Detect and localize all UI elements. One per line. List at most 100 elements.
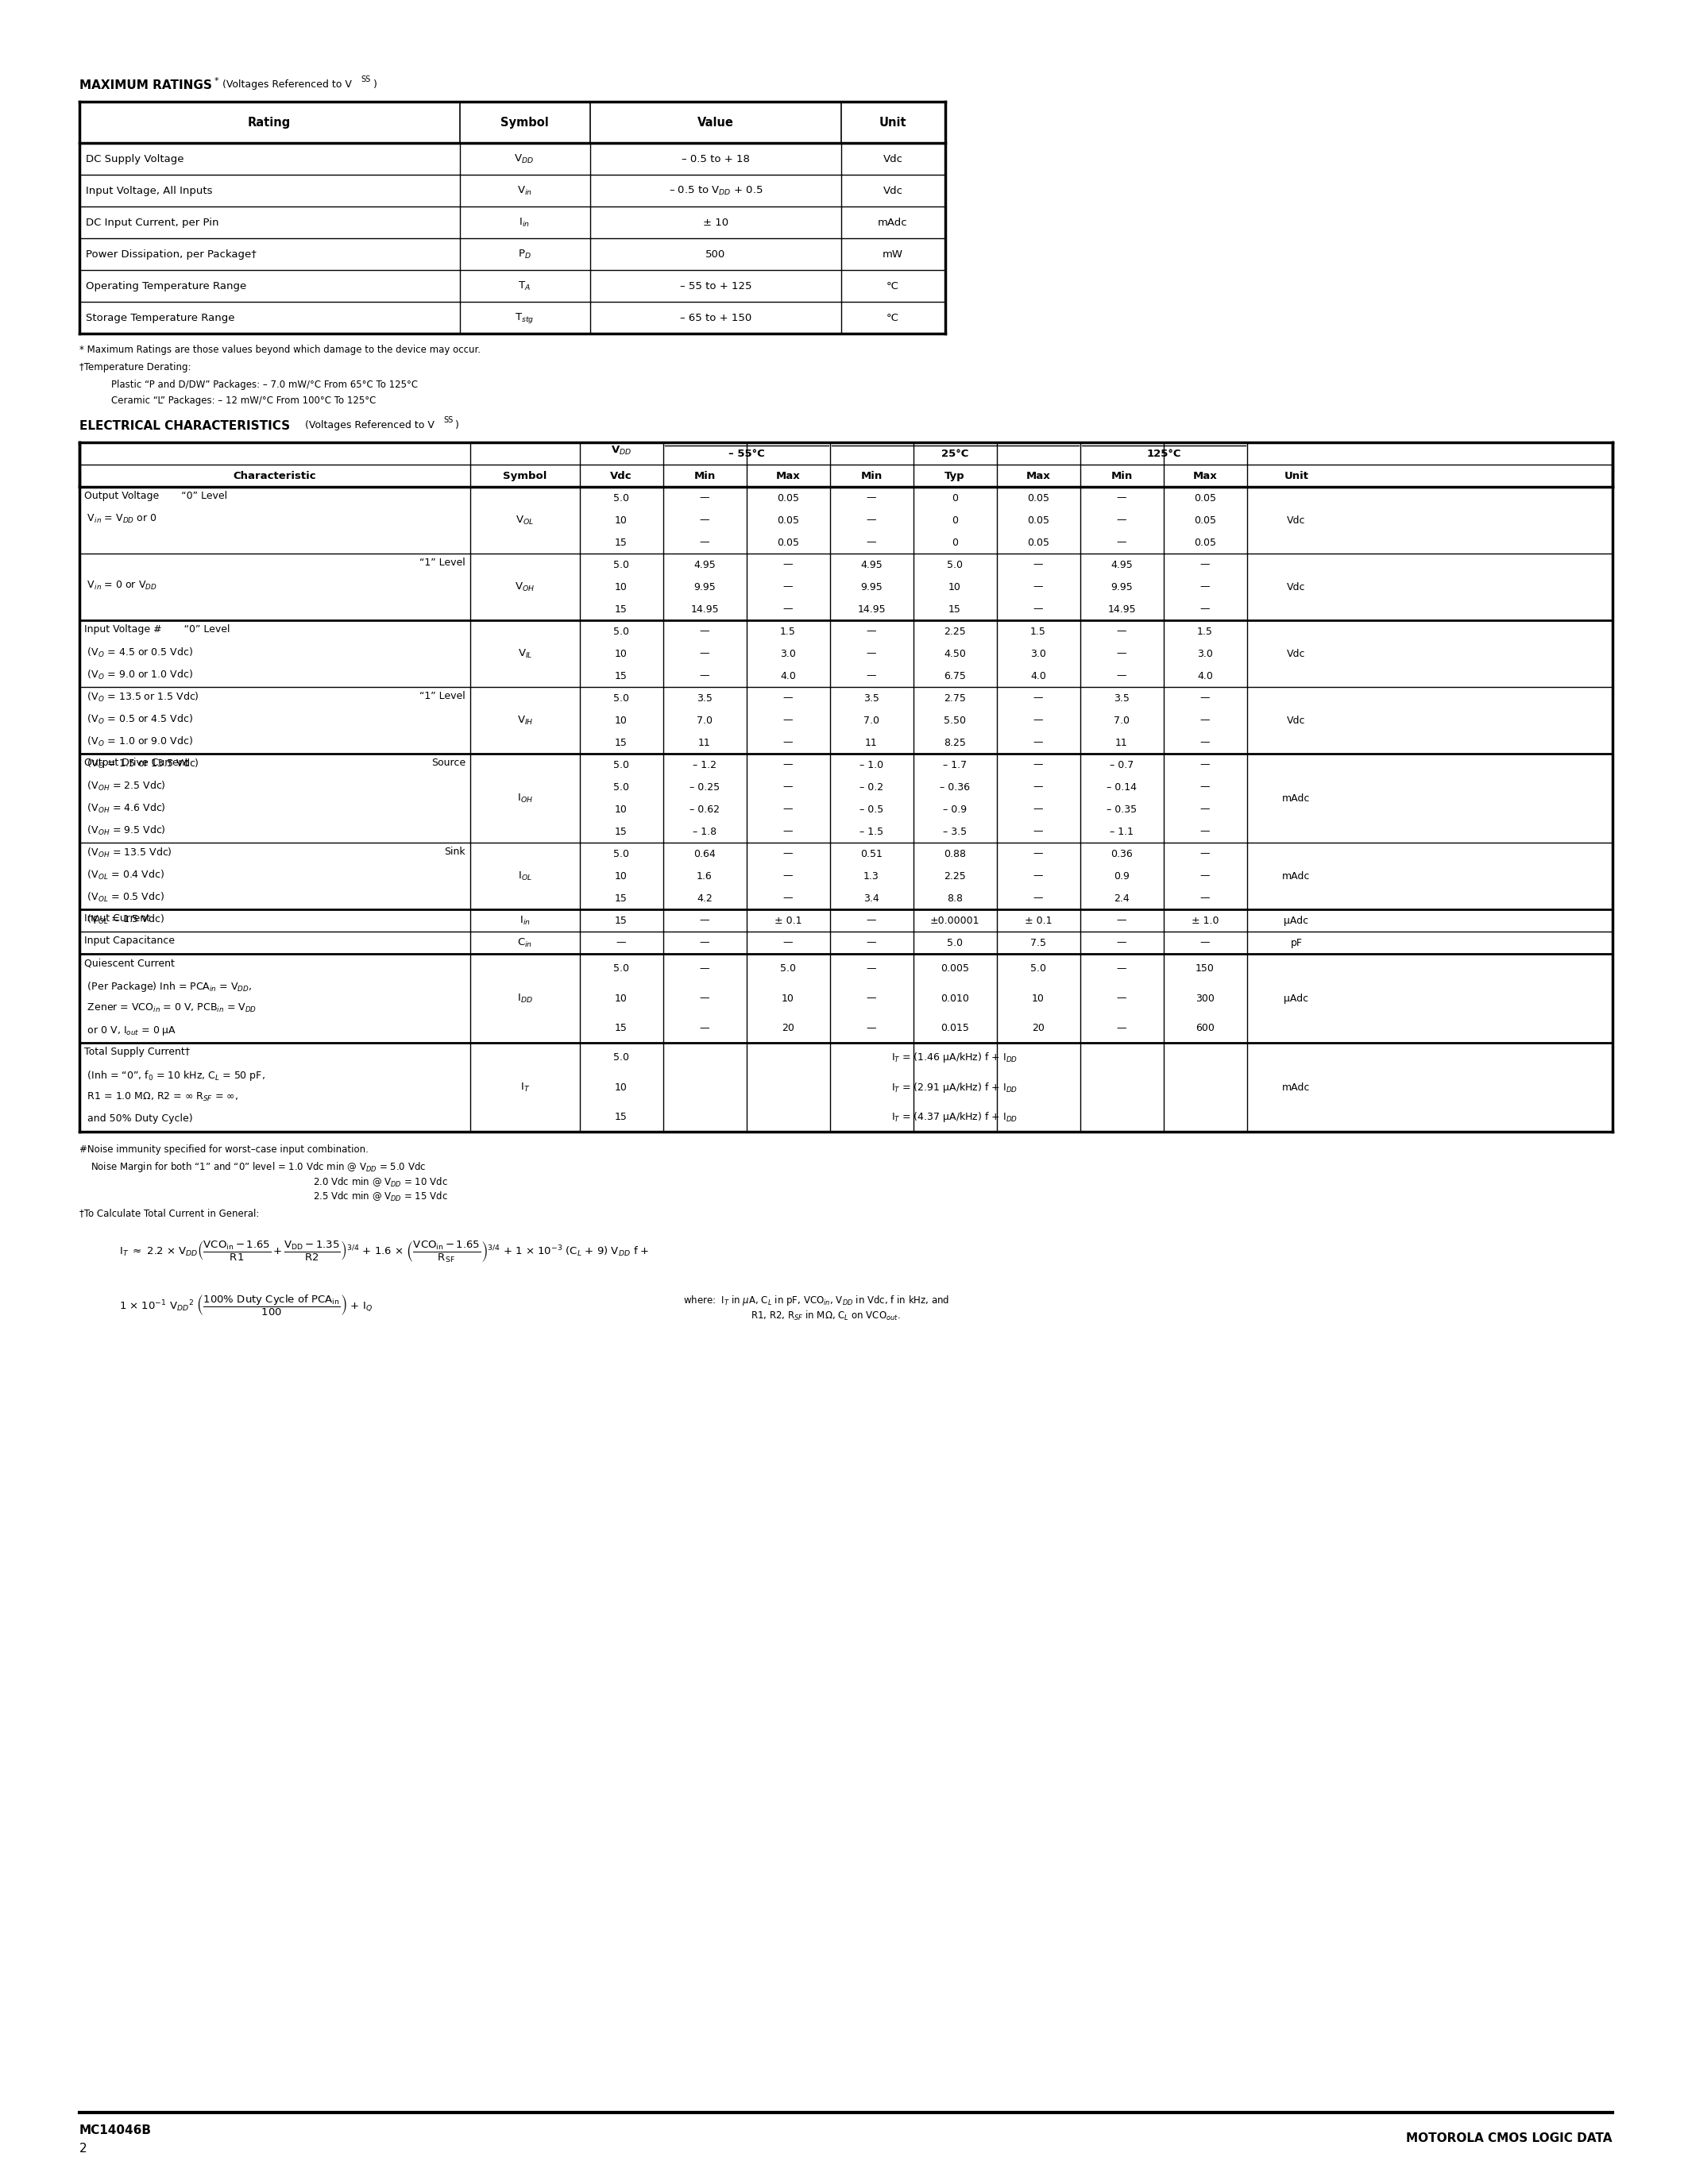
Text: 10: 10: [614, 994, 628, 1002]
Text: 5.0: 5.0: [613, 850, 630, 858]
Text: 8.25: 8.25: [944, 738, 966, 747]
Text: 0.9: 0.9: [1114, 871, 1129, 880]
Text: —: —: [783, 826, 793, 836]
Text: 0.05: 0.05: [1026, 515, 1050, 526]
Text: 9.95: 9.95: [1111, 581, 1133, 592]
Text: – 0.35: – 0.35: [1107, 804, 1136, 815]
Text: ± 10: ± 10: [702, 216, 729, 227]
Text: —: —: [1033, 826, 1043, 836]
Text: —: —: [783, 738, 793, 747]
Text: —: —: [699, 494, 709, 502]
Text: 11: 11: [866, 738, 878, 747]
Text: 4.50: 4.50: [944, 649, 966, 660]
Text: – 0.36: – 0.36: [940, 782, 971, 793]
Text: “1” Level: “1” Level: [420, 557, 466, 568]
Text: Vdc: Vdc: [1286, 581, 1307, 592]
Text: pF: pF: [1290, 937, 1303, 948]
Text: mAdc: mAdc: [1283, 871, 1310, 880]
Text: 25°C: 25°C: [942, 448, 969, 459]
Text: 300: 300: [1195, 994, 1215, 1002]
Text: *: *: [214, 76, 219, 85]
Text: 5.0: 5.0: [780, 963, 797, 974]
Text: V$_{OL}$: V$_{OL}$: [517, 513, 533, 526]
Text: – 0.2: – 0.2: [859, 782, 883, 793]
Text: 3.0: 3.0: [780, 649, 797, 660]
Text: —: —: [783, 850, 793, 858]
Text: Unit: Unit: [879, 116, 906, 129]
Text: – 1.2: – 1.2: [692, 760, 716, 771]
Text: 0.05: 0.05: [1193, 494, 1215, 502]
Text: †To Calculate Total Current in General:: †To Calculate Total Current in General:: [79, 1208, 260, 1219]
Text: – 1.7: – 1.7: [944, 760, 967, 771]
Text: —: —: [866, 627, 876, 636]
Text: 1.5: 1.5: [1197, 627, 1214, 636]
Text: —: —: [1033, 738, 1043, 747]
Text: T$_{stg}$: T$_{stg}$: [515, 310, 533, 325]
Text: —: —: [866, 494, 876, 502]
Text: ± 0.1: ± 0.1: [1025, 915, 1052, 926]
Text: SS: SS: [444, 417, 452, 424]
Text: V$_{OH}$: V$_{OH}$: [515, 581, 535, 592]
Text: I$_T$ = (4.37 μA/kHz) f + I$_{DD}$: I$_T$ = (4.37 μA/kHz) f + I$_{DD}$: [891, 1109, 1018, 1123]
Text: 5.0: 5.0: [613, 760, 630, 771]
Text: V$_{DD}$: V$_{DD}$: [515, 153, 533, 164]
Text: Plastic “P and D/DW” Packages: – 7.0 mW/°C From 65°C To 125°C: Plastic “P and D/DW” Packages: – 7.0 mW/…: [111, 380, 419, 391]
Text: 5.0: 5.0: [613, 782, 630, 793]
Text: Vdc: Vdc: [1286, 515, 1307, 526]
Text: V$_{in}$ = V$_{DD}$ or 0: V$_{in}$ = V$_{DD}$ or 0: [84, 513, 157, 524]
Text: 0: 0: [952, 537, 959, 548]
Text: (V$_O$ = 4.5 or 0.5 Vdc): (V$_O$ = 4.5 or 0.5 Vdc): [84, 646, 192, 660]
Text: —: —: [1117, 537, 1126, 548]
Text: (V$_{OL}$ = 0.4 Vdc): (V$_{OL}$ = 0.4 Vdc): [84, 869, 164, 882]
Text: 2.25: 2.25: [944, 871, 966, 880]
Text: —: —: [783, 605, 793, 614]
Text: —: —: [866, 963, 876, 974]
Text: 10: 10: [949, 581, 960, 592]
Text: – 55°C: – 55°C: [729, 448, 765, 459]
Text: – 65 to + 150: – 65 to + 150: [680, 312, 751, 323]
Text: 15: 15: [614, 915, 628, 926]
Text: —: —: [783, 937, 793, 948]
Text: 4.0: 4.0: [1030, 670, 1047, 681]
Text: —: —: [866, 994, 876, 1002]
Text: 5.0: 5.0: [613, 1053, 630, 1064]
Text: —: —: [783, 581, 793, 592]
Text: 7.0: 7.0: [1114, 714, 1129, 725]
Text: —: —: [1117, 1022, 1126, 1033]
Text: mAdc: mAdc: [1283, 793, 1310, 804]
Text: Quiescent Current: Quiescent Current: [84, 959, 174, 968]
Text: —: —: [1033, 804, 1043, 815]
Text: (V$_O$ = 0.5 or 4.5 Vdc): (V$_O$ = 0.5 or 4.5 Vdc): [84, 714, 192, 725]
Text: Power Dissipation, per Package†: Power Dissipation, per Package†: [86, 249, 257, 260]
Text: 0.010: 0.010: [940, 994, 969, 1002]
Text: 15: 15: [614, 1112, 628, 1123]
Text: – 0.5: – 0.5: [859, 804, 883, 815]
Text: —: —: [866, 537, 876, 548]
Text: —: —: [1033, 581, 1043, 592]
Text: (Voltages Referenced to V: (Voltages Referenced to V: [302, 419, 434, 430]
Text: —: —: [1033, 605, 1043, 614]
Text: 15: 15: [614, 826, 628, 836]
Text: Symbol: Symbol: [503, 470, 547, 480]
Text: 0.05: 0.05: [776, 515, 798, 526]
Text: °C: °C: [886, 312, 900, 323]
Text: Max: Max: [776, 470, 800, 480]
Text: mAdc: mAdc: [1283, 1081, 1310, 1092]
Text: —: —: [1200, 581, 1210, 592]
Text: MOTOROLA CMOS LOGIC DATA: MOTOROLA CMOS LOGIC DATA: [1406, 2132, 1612, 2145]
Text: —: —: [699, 915, 709, 926]
Text: —: —: [699, 937, 709, 948]
Text: 3.0: 3.0: [1030, 649, 1047, 660]
Text: 10: 10: [614, 581, 628, 592]
Text: —: —: [866, 1022, 876, 1033]
Text: —: —: [1117, 515, 1126, 526]
Text: 0.05: 0.05: [1026, 537, 1050, 548]
Text: —: —: [1117, 670, 1126, 681]
Text: —: —: [1033, 714, 1043, 725]
Text: I$_{OH}$: I$_{OH}$: [517, 793, 533, 804]
Text: —: —: [1200, 760, 1210, 771]
Text: I$_T$ = (2.91 μA/kHz) f + I$_{DD}$: I$_T$ = (2.91 μA/kHz) f + I$_{DD}$: [891, 1081, 1018, 1094]
Text: —: —: [1200, 871, 1210, 880]
Text: 5.0: 5.0: [613, 627, 630, 636]
Text: 15: 15: [949, 605, 960, 614]
